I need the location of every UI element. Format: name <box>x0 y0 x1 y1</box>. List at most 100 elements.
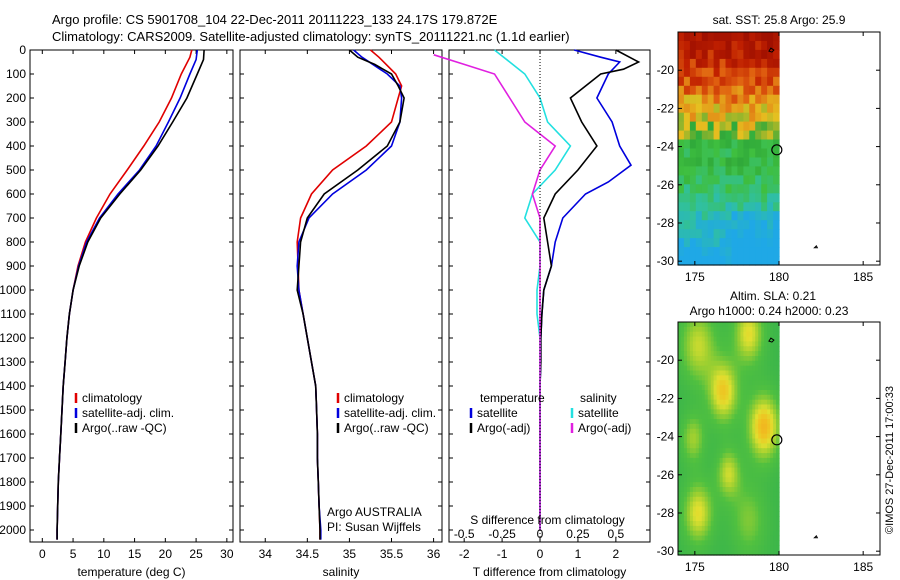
sla-map-cell <box>728 365 733 372</box>
sla-map-cell <box>710 501 715 508</box>
sst-map-cell <box>695 121 703 132</box>
sla-map-cell <box>731 453 736 459</box>
sla-map-cell <box>752 491 756 498</box>
sla-map-cell <box>764 491 768 498</box>
sla-map-cell <box>725 380 730 386</box>
sla-map-cell <box>740 443 744 449</box>
salinity-annotation: PI: Susan Wijffels <box>327 520 421 534</box>
sla-map-cell <box>681 385 685 391</box>
sla-map-cell <box>681 380 685 386</box>
sst-map-cell <box>719 175 727 185</box>
sla-map-cell <box>713 487 718 493</box>
sla-map-cell <box>692 409 697 415</box>
sst-map-cell <box>761 49 768 60</box>
sla-map-cell <box>695 550 700 556</box>
sla-map-cell <box>728 530 733 537</box>
sla-map-cell <box>749 448 753 454</box>
sla-map-cell <box>731 448 736 454</box>
sla-map-cell <box>770 428 774 435</box>
sla-map-cell <box>767 535 771 542</box>
sla-map-cell <box>683 322 688 328</box>
sla-map-cell <box>689 457 694 464</box>
sst-map-cell <box>767 112 774 123</box>
sst-map-cell <box>761 32 768 42</box>
sst-map-cell <box>683 58 691 69</box>
sla-map-cell <box>722 419 727 425</box>
sla-map-cell <box>678 351 682 357</box>
sla-map-cell <box>764 443 768 449</box>
sla-map-cell <box>746 482 750 488</box>
sla-map-cell <box>716 462 721 469</box>
sla-map-cell <box>731 506 736 512</box>
sla-map-cell <box>734 521 738 527</box>
sla-map-cell <box>755 453 759 459</box>
sla-map-cell <box>770 453 774 459</box>
sst-map-cell <box>731 220 738 230</box>
sla-map-cell <box>734 356 738 362</box>
sla-map-cell <box>752 351 756 357</box>
sst-map-cell <box>737 247 744 257</box>
sla-map-cell <box>722 530 727 537</box>
sst-map-cell <box>761 166 768 176</box>
sla-map-cell <box>776 336 780 343</box>
sla-map-cell <box>764 380 768 386</box>
sla-map-cell <box>689 438 694 444</box>
sla-map-cell <box>695 409 700 415</box>
sst-map-title: sat. SST: 25.8 Argo: 25.9 <box>713 13 846 27</box>
sla-map-cell <box>764 423 768 430</box>
sst-map-cell <box>761 184 768 194</box>
sla-map-cell <box>773 487 777 493</box>
sst-map-cell <box>707 211 715 221</box>
sla-map-cell <box>734 545 738 551</box>
sla-map-cell <box>725 356 730 362</box>
sla-map-cell <box>710 394 715 401</box>
sla-map-cell <box>740 496 744 503</box>
sla-map-cell <box>734 487 738 493</box>
sst-map-cell <box>743 112 750 123</box>
sla-map-cell <box>743 491 747 498</box>
sla-map-cell <box>752 521 756 527</box>
sla-map-cell <box>776 375 780 381</box>
sla-map-cell <box>761 545 765 551</box>
sla-map-cell <box>725 525 730 532</box>
sla-map-cell <box>746 428 750 435</box>
sla-map-cell <box>713 433 718 440</box>
sla-map-cell <box>719 525 724 532</box>
sla-map-cell <box>683 346 688 352</box>
sla-map-cell <box>728 409 733 415</box>
sla-map-cell <box>773 394 777 401</box>
sla-map-cell <box>728 477 733 483</box>
sst-map-cell <box>695 202 703 212</box>
sla-map-cell <box>704 448 709 454</box>
sst-map-cell <box>695 166 703 176</box>
sla-map-cell <box>767 356 771 362</box>
sst-map-cell <box>767 247 774 257</box>
sla-map-cell <box>734 443 738 449</box>
sla-map-cell <box>776 525 780 532</box>
sla-map-cell <box>761 448 765 454</box>
sla-map-cell <box>686 433 691 440</box>
sla-map-cell <box>746 496 750 503</box>
sla-map-cell <box>695 501 700 508</box>
sst-map-cell <box>725 220 732 230</box>
sla-map-cell <box>704 341 709 347</box>
sla-map-cell <box>734 433 738 440</box>
sla-map-cell <box>773 404 777 410</box>
sla-map-cell <box>773 375 777 381</box>
sla-map-cell <box>755 467 759 474</box>
sst-map-cell <box>683 211 691 221</box>
sla-map-cell <box>692 360 697 367</box>
sla-map-cell <box>770 404 774 410</box>
sla-map-cell <box>758 360 762 367</box>
sla-map-cell <box>704 472 709 478</box>
sst-map-cell <box>737 76 744 87</box>
sla-map-cell <box>698 491 703 498</box>
sla-map-cell <box>776 390 780 396</box>
salinity-diff-legend-label: satellite <box>578 406 619 420</box>
sla-map-cell <box>749 496 753 503</box>
sst-map-cell <box>725 32 732 42</box>
s-diff-tick-label: 0 <box>537 527 544 541</box>
sla-map-cell <box>707 409 712 415</box>
sla-map-cell <box>737 545 741 551</box>
sla-map-cell <box>692 516 697 522</box>
